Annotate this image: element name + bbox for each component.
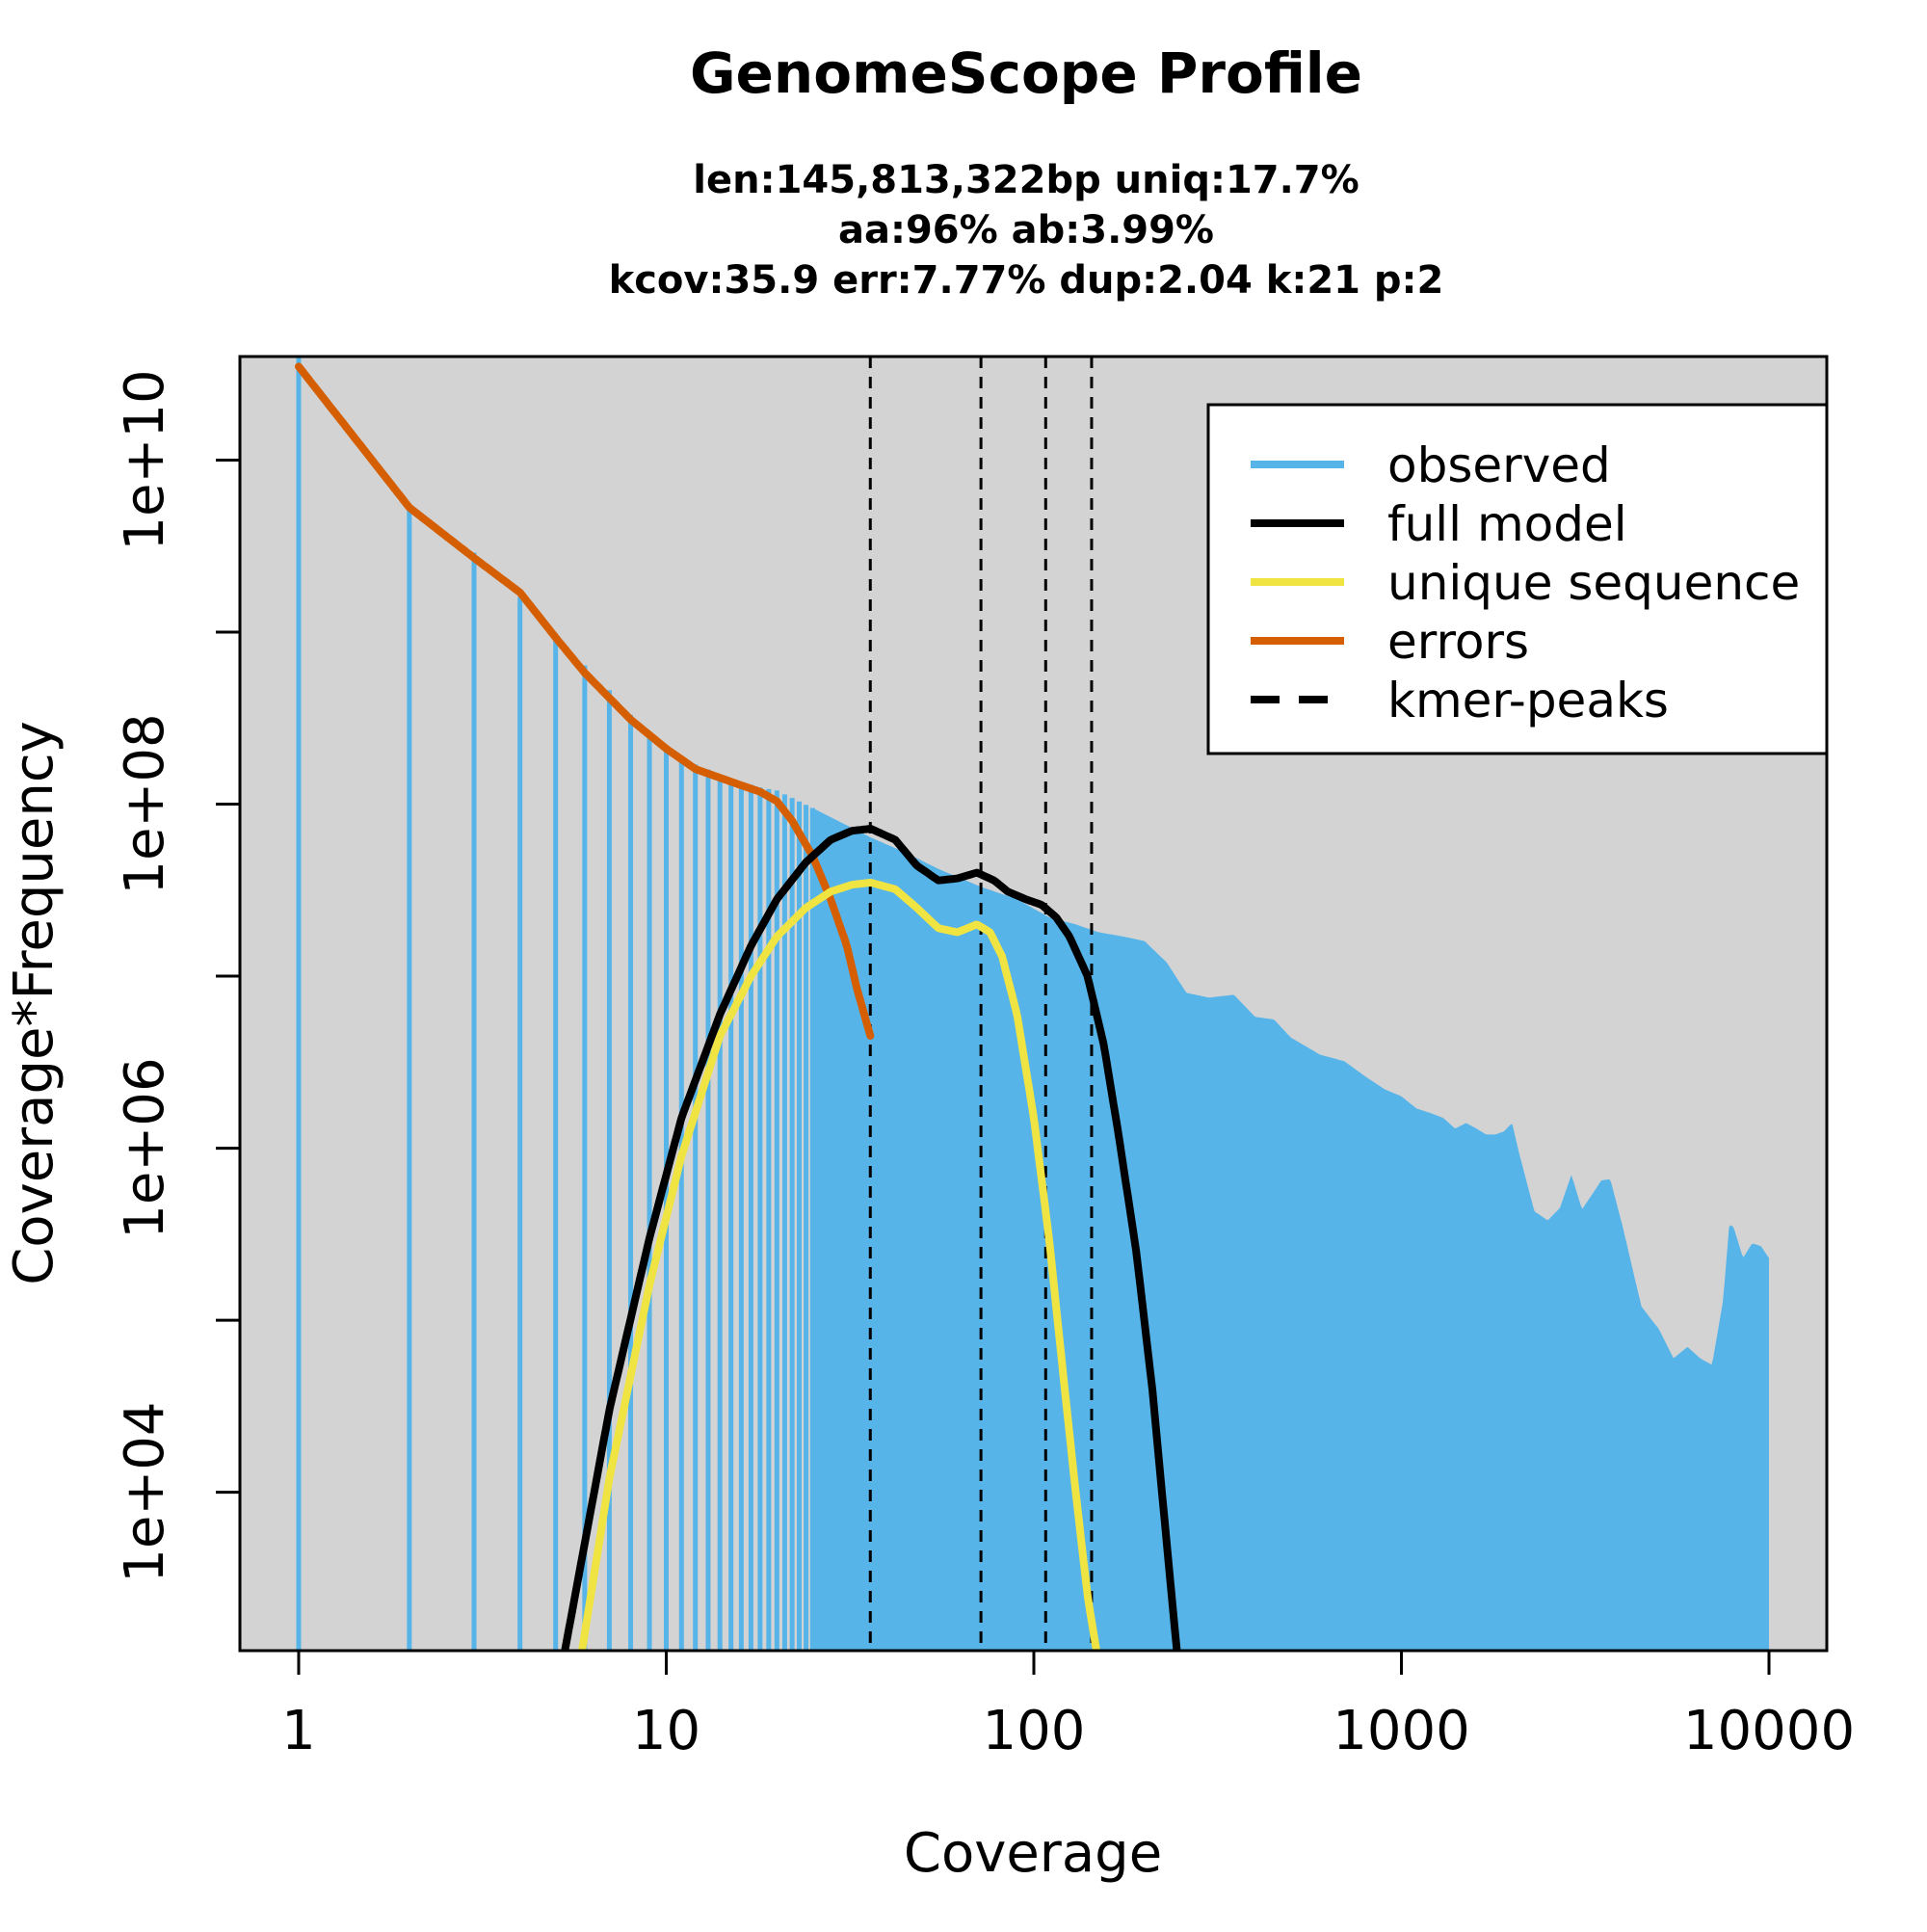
chart-subtitle-line-2: aa:96% ab:3.99% [838,208,1214,252]
y-tick-label: 1e+04 [114,1401,176,1582]
x-axis-label: Coverage [904,1822,1162,1885]
x-tick-label: 10000 [1683,1700,1855,1762]
observed-area [812,807,1769,1651]
plot-area [295,357,1769,1651]
legend-label: observed [1387,437,1611,493]
chart-subtitle-line-3: kcov:35.9 err:7.77% dup:2.04 k:21 p:2 [609,258,1444,303]
x-tick-label: 100 [983,1700,1086,1762]
observed-series [296,357,1769,1651]
x-tick-label: 10 [632,1700,700,1762]
chart-title: GenomeScope Profile [690,40,1362,106]
x-tick-label: 1 [281,1700,316,1762]
full-model-curve [561,825,1181,1651]
x-axis: 1 10 100 1000 10000 [281,1649,1855,1762]
legend-label: kmer-peaks [1387,673,1669,728]
y-axis-label: Coverage*Frequency [3,721,66,1285]
chart-subtitle-line-1: len:145,813,322bp uniq:17.7% [693,158,1359,202]
errors-curve [295,362,875,1040]
unique-sequence-curve [578,879,1100,1651]
legend-label: errors [1387,614,1529,670]
legend-label: full model [1387,496,1627,552]
y-tick-label: 1e+10 [114,369,176,550]
kmer-peak-lines [868,357,1094,1651]
y-axis: 1e+04 1e+06 1e+08 1e+10 [114,369,242,1583]
x-tick-label: 1000 [1333,1700,1470,1762]
y-tick-label: 1e+06 [114,1057,176,1238]
model-curves [295,362,1181,1651]
y-tick-label: 1e+08 [114,713,176,894]
legend-label: unique sequence [1387,555,1800,611]
